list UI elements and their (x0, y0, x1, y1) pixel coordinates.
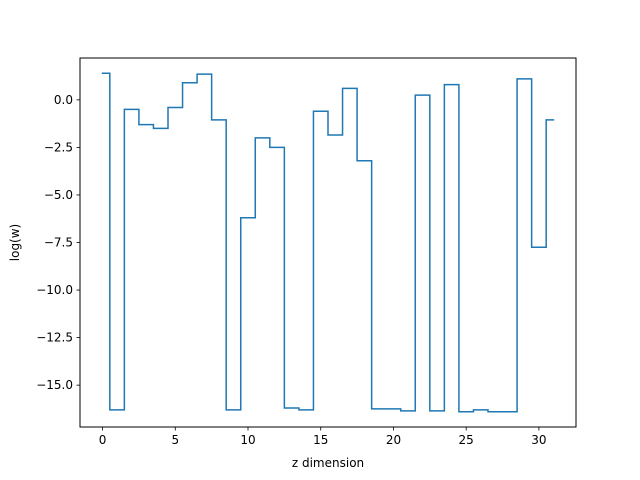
x-axis-label: z dimension (292, 456, 364, 470)
y-tick-label: −2.5 (44, 140, 73, 154)
y-axis: 0.0 −2.5 −5.0 −7.5 −10.0 −12.5 −15.0 (36, 93, 80, 392)
y-axis-label: log(w) (8, 224, 22, 261)
x-tick-label: 25 (459, 433, 474, 447)
y-tick-label: −5.0 (44, 188, 73, 202)
y-tick-label: −10.0 (36, 283, 73, 297)
y-tick-label: −7.5 (44, 236, 73, 250)
y-tick-label: 0.0 (54, 93, 73, 107)
x-tick-label: 10 (240, 433, 255, 447)
series-line (101, 72, 555, 413)
x-axis: 0 5 10 15 20 25 30 (99, 427, 547, 447)
x-tick-label: 30 (531, 433, 546, 447)
x-tick-label: 15 (313, 433, 328, 447)
x-tick-label: 0 (99, 433, 107, 447)
y-tick-label: −15.0 (36, 378, 73, 392)
plot-area (101, 72, 555, 413)
y-tick-label: −12.5 (36, 331, 73, 345)
x-tick-label: 5 (171, 433, 179, 447)
x-tick-label: 20 (386, 433, 401, 447)
